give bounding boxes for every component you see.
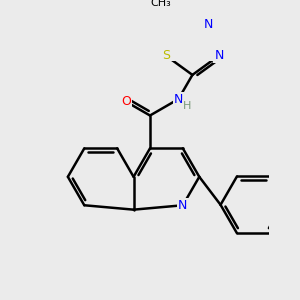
Text: H: H [182, 101, 191, 111]
Text: O: O [121, 95, 131, 108]
Text: S: S [162, 49, 170, 62]
Text: N: N [204, 18, 214, 31]
Text: N: N [214, 49, 224, 62]
Text: N: N [174, 93, 183, 106]
Text: CH₃: CH₃ [150, 0, 171, 8]
Text: N: N [178, 199, 188, 212]
